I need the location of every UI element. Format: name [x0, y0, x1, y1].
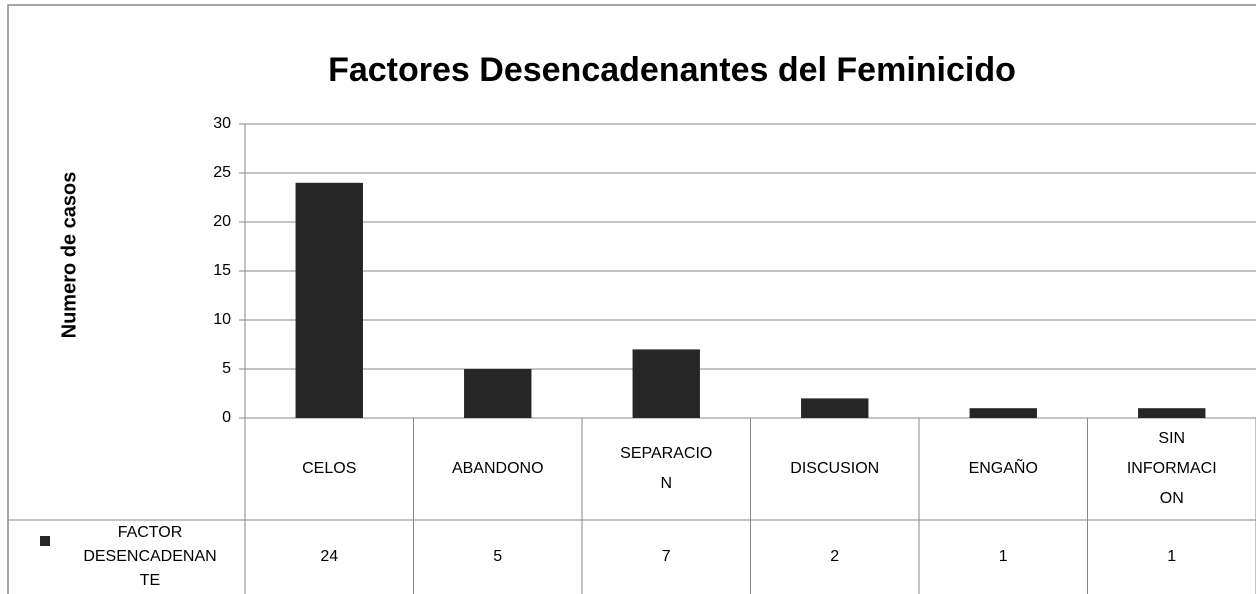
category-label-text: SIN INFORMACION: [1126, 430, 1217, 507]
y-tick-label: 30: [213, 115, 231, 132]
value-label: 1: [919, 520, 1088, 594]
value-label: 7: [582, 520, 751, 594]
y-tick-label: 20: [213, 213, 231, 230]
bar: [464, 369, 532, 418]
category-label-text: DISCUSION: [790, 460, 880, 477]
y-axis-label: Numero de casos: [58, 172, 80, 339]
y-tick-label: 10: [213, 311, 231, 328]
y-tick-label: 5: [222, 360, 231, 377]
category-label-text: CELOS: [302, 460, 357, 477]
value-label-text: 24: [320, 548, 339, 565]
category-label: DISCUSION: [751, 418, 920, 520]
category-label: SEPARACION: [582, 418, 751, 520]
value-label-text: 7: [661, 548, 671, 565]
value-label-text: 1: [1167, 548, 1177, 565]
bar: [969, 408, 1037, 418]
chart-title: Factores Desencadenantes del Feminicido: [328, 51, 1016, 89]
bar: [801, 398, 869, 418]
category-label: ABANDONO: [414, 418, 583, 520]
bar: [632, 349, 700, 418]
category-label-text: ABANDONO: [451, 460, 544, 477]
legend-label: FACTOR DESENCADENANTE: [55, 520, 245, 594]
category-label-text: ENGAÑO: [968, 460, 1038, 477]
value-label-text: 2: [830, 548, 840, 565]
value-label: 5: [414, 520, 583, 594]
category-label-text: SEPARACION: [620, 445, 713, 492]
value-label: 2: [751, 520, 920, 594]
category-label: CELOS: [245, 418, 414, 520]
bar: [295, 182, 363, 418]
category-label: SIN INFORMACION: [1088, 418, 1256, 520]
value-label-text: 5: [493, 548, 503, 565]
value-label: 1: [1088, 520, 1256, 594]
value-label: 24: [245, 520, 414, 594]
y-tick-label: 0: [222, 409, 231, 426]
value-label-text: 1: [998, 548, 1008, 565]
y-tick-label: 15: [213, 262, 231, 279]
legend-swatch: [40, 536, 50, 546]
category-label: ENGAÑO: [919, 418, 1088, 520]
y-tick-label: 25: [213, 164, 231, 181]
legend-label-text: FACTOR DESENCADENANTE: [83, 524, 217, 589]
bar: [1138, 408, 1206, 418]
chart-frame: [7, 4, 1256, 594]
